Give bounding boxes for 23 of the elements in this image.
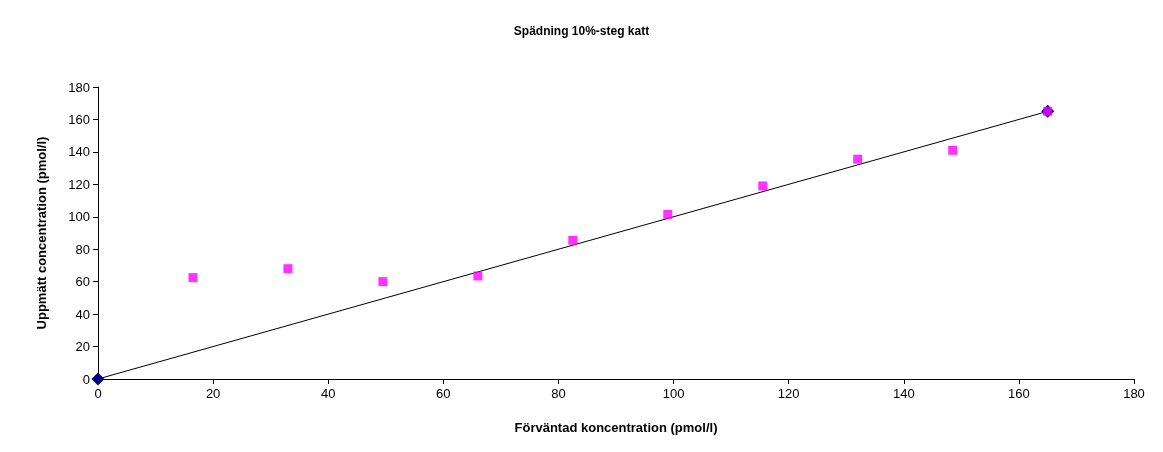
chart-title: Spädning 10%-steg katt — [513, 24, 650, 38]
y-axis-title: Uppmätt concentration (pmol/l) — [34, 136, 49, 330]
x-tick-label: 80 — [551, 386, 566, 401]
x-axis-title: Förväntad koncentration (pmol/l) — [514, 420, 718, 435]
y-tick-label: 180 — [68, 79, 90, 95]
y-tick-label: 40 — [75, 306, 90, 322]
x-tick-label: 180 — [1123, 386, 1145, 401]
x-tick-label: 120 — [777, 386, 800, 401]
y-tick-label: 120 — [68, 176, 90, 192]
x-tick-label: 100 — [662, 386, 685, 401]
y-tick-label: 140 — [68, 144, 90, 160]
y-tick-label: 20 — [75, 339, 90, 355]
x-tick-label: 0 — [94, 386, 102, 401]
y-tick-label: 80 — [75, 241, 90, 257]
y-tick-label: 0 — [82, 371, 90, 387]
x-tick-label: 160 — [1008, 386, 1030, 401]
y-tick-label: 160 — [68, 111, 90, 127]
y-tick-label: 100 — [68, 209, 90, 225]
x-tick-label: 140 — [892, 386, 915, 401]
x-tick-label: 60 — [436, 386, 451, 401]
x-tick-label: 40 — [320, 386, 336, 401]
x-tick-label: 20 — [205, 386, 221, 401]
y-tick-label: 60 — [75, 274, 90, 290]
